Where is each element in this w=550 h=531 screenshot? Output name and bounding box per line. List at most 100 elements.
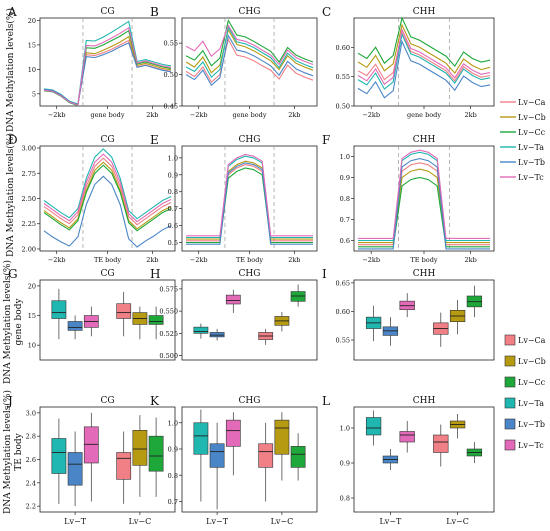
legend-swatch-lv-ta [504, 397, 516, 409]
series-line-lv-ca [186, 164, 313, 242]
series-line-lv-cb [186, 160, 313, 240]
series-line-lv-tb [43, 42, 172, 106]
y-tick-label: 0.9 [340, 174, 350, 182]
x-tick-label: −2kb [362, 111, 380, 119]
box-lv-cc [290, 446, 306, 468]
legend-label: Lv−Ta [518, 143, 544, 152]
x-tick-label: −2kb [362, 256, 380, 264]
x-tick-label: −2kb [48, 111, 66, 119]
series-line-lv-tb [186, 162, 313, 245]
series-line-lv-cc [43, 29, 172, 107]
x-tick-label: Lv−T [379, 517, 402, 526]
x-tick-label: 2kb [465, 256, 477, 264]
y-tick-label: 20 [28, 282, 36, 290]
ylabel-row4a: DNA Methylation levels(%) [2, 390, 13, 514]
legend-label: Lv−Cb [518, 113, 546, 122]
box-lv-ta [51, 300, 67, 319]
series-line-lv-tb [185, 34, 314, 87]
panel-h: H CHG 0.500 0.525 0.550 0.575 [150, 267, 318, 361]
panel-letter: D [8, 133, 18, 147]
x-tick-label: −2kb [190, 111, 208, 119]
plot-frame [353, 406, 495, 513]
x-tick-label: 2kb [288, 256, 300, 264]
series-line-lv-cb [358, 168, 490, 244]
y-tick-label: 1.0 [340, 153, 350, 161]
box-lv-cc [148, 435, 164, 472]
series-line-lv-tb [43, 175, 172, 248]
y-tick-label: 10 [28, 342, 36, 350]
y-tick-label: 2.00 [22, 245, 36, 253]
plot-frame [39, 279, 176, 361]
panel-title: CG [100, 7, 114, 17]
legend-label: Lv−Cc [518, 378, 546, 387]
ylabel-row3b: gene body [14, 298, 24, 346]
y-tick-label: 0.500 [159, 352, 178, 360]
y-tick-label: 2.50 [22, 195, 36, 203]
series-line-lv-tb [357, 39, 491, 99]
series-line-lv-ta [185, 25, 314, 78]
y-tick-label: 0.550 [159, 308, 178, 316]
series-line-lv-ca [43, 157, 172, 226]
box-lv-tb [67, 321, 83, 331]
box-lv-cb [274, 419, 290, 455]
box-lv-tb [209, 443, 225, 468]
legend-label: Lv−Tc [518, 173, 544, 182]
panel-title: CHG [239, 269, 261, 279]
series-line-lv-ta [43, 148, 172, 220]
box-lv-cc [148, 315, 164, 325]
x-tick-label: Lv−C [446, 517, 469, 526]
series-line-lv-tc [43, 26, 172, 106]
y-tick-label: 0.50 [164, 71, 178, 79]
panel-letter: G [8, 267, 18, 281]
x-tick-label: gene body [407, 111, 441, 119]
box-lv-ca [258, 443, 274, 468]
panel-letter: E [150, 133, 159, 147]
y-tick-label: 1.0 [168, 419, 178, 427]
plot-frame [181, 279, 318, 361]
y-tick-label: 1.0 [168, 154, 178, 162]
y-tick-label: 5 [32, 90, 36, 98]
box-lv-ca [116, 452, 132, 480]
panel-c: C CHH 0.50 0.55 0.60 −2kb gene body 2kb [322, 5, 495, 119]
box-lv-ca [116, 303, 132, 319]
x-tick-label: TE body [410, 256, 437, 264]
y-tick-label: 3.00 [22, 145, 36, 153]
x-tick-label: TE body [94, 256, 121, 264]
series-line-lv-ta [358, 151, 490, 242]
panel-letter: K [150, 394, 160, 408]
x-tick-label: Lv−T [64, 517, 87, 526]
x-tick-label: Lv−C [129, 517, 152, 526]
x-tick-label: gene body [90, 111, 124, 119]
box-lv-tc [83, 426, 99, 464]
series-line-lv-ca [358, 162, 490, 246]
y-tick-label: 0.8 [168, 188, 178, 196]
y-tick-label: 0.50 [336, 103, 350, 111]
panel-letter: F [322, 133, 330, 147]
box-lv-tc [225, 419, 241, 447]
x-tick-label: 2kb [146, 111, 158, 119]
y-tick-label: 0.60 [336, 308, 350, 316]
x-tick-label: Lv−C [271, 517, 294, 526]
y-tick-label: 2.25 [22, 220, 36, 228]
x-tick-label: Lv−T [206, 517, 229, 526]
y-tick-label: 0.7 [168, 205, 178, 213]
y-tick-label: 0.9 [168, 446, 178, 454]
box-lv-ta [365, 417, 382, 436]
panel-letter: I [322, 267, 327, 281]
series-line-lv-cc [185, 19, 314, 67]
series-line-lv-cc [186, 167, 313, 244]
legend-label: Lv−Ca [518, 336, 546, 345]
box-lv-tb [67, 452, 83, 486]
legend-swatch-lv-cb [504, 355, 516, 367]
legend-swatch-lv-ca [504, 334, 516, 346]
y-tick-label: 0.8 [340, 195, 350, 203]
ylabel-row2: DNA Methylation levels(%) [5, 133, 16, 257]
panel-title: CHH [413, 396, 436, 406]
x-tick-label: −2kb [48, 256, 66, 264]
y-tick-label: 0.525 [159, 330, 178, 338]
ylabel-row4b: TE body [14, 432, 24, 470]
y-tick-label: 2.4 [26, 479, 36, 487]
panel-b: B CHG 0.45 0.50 0.55 −2kb gene body 2kb [150, 5, 318, 119]
panel-title: CHH [413, 135, 436, 145]
